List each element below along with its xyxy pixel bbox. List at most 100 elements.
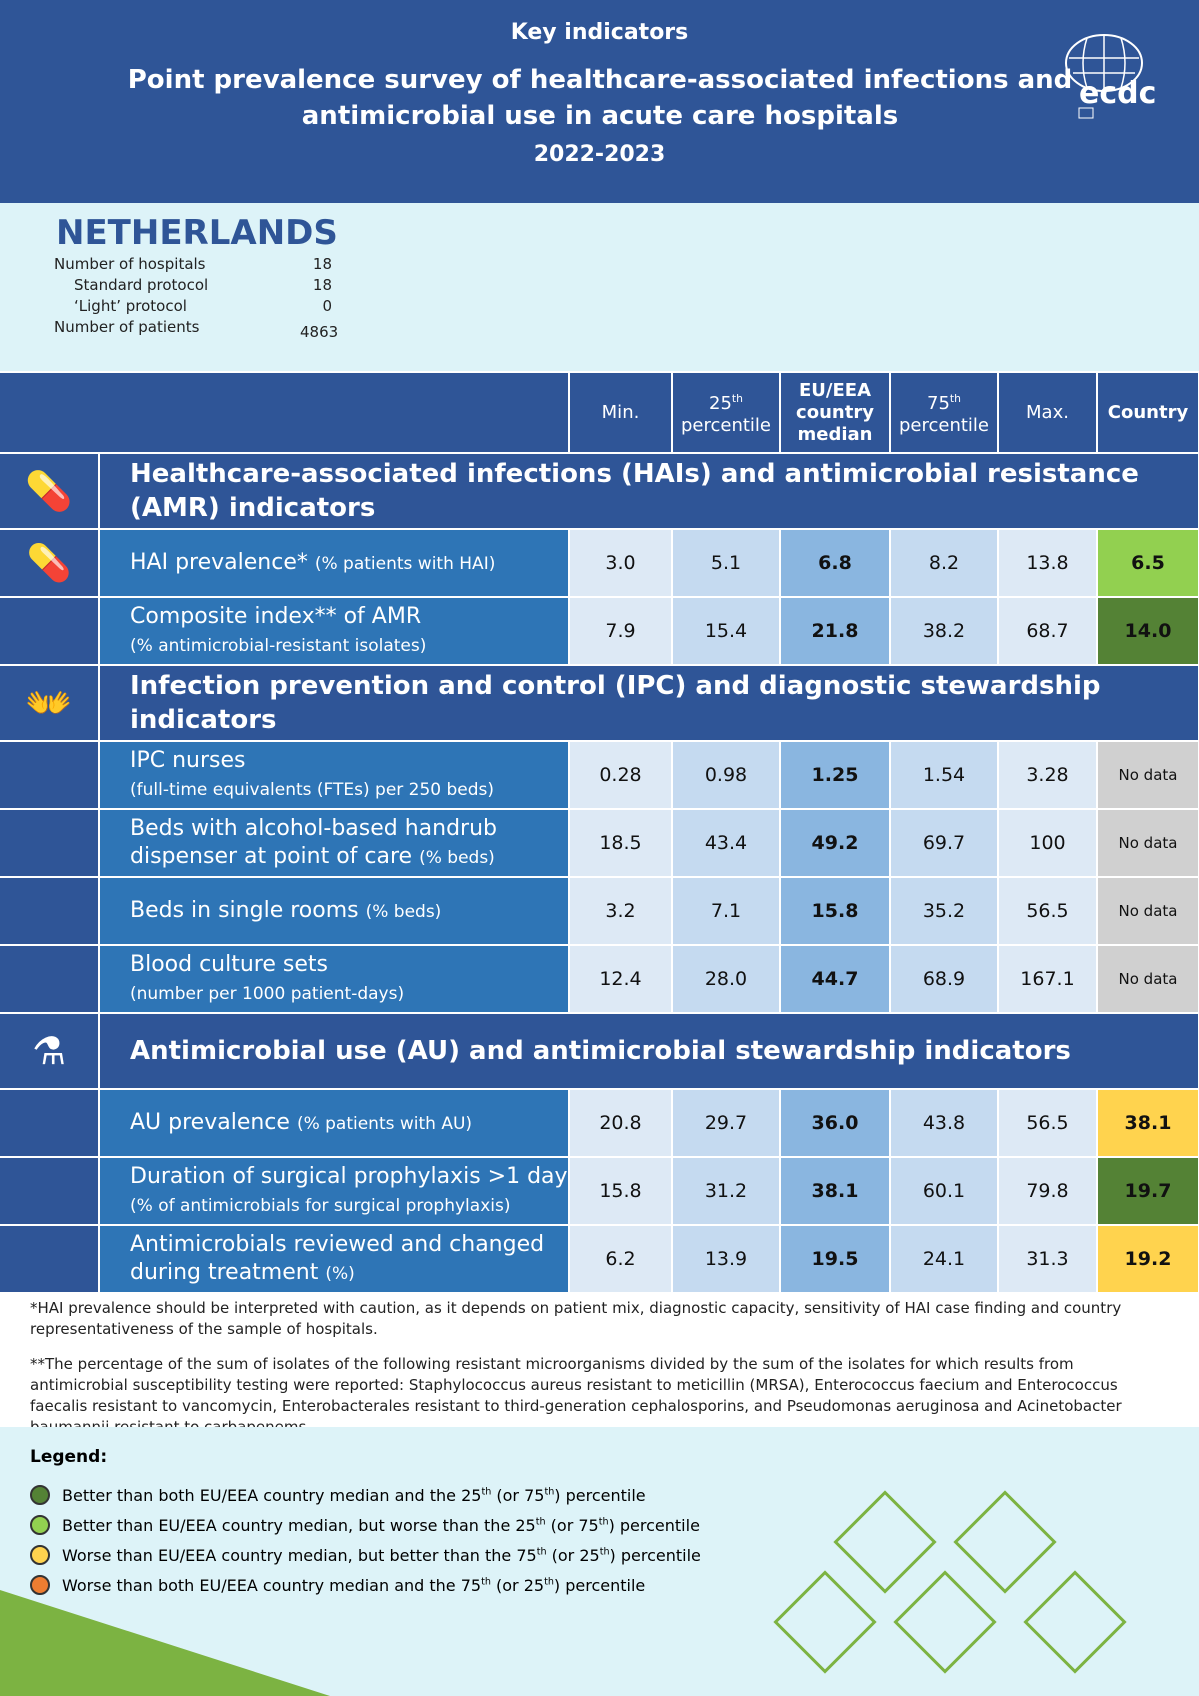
footnote-2: **The percentage of the sum of isolates … xyxy=(30,1355,1122,1436)
legend: Legend: Better than both EU/EEA country … xyxy=(0,1427,1199,1696)
value-cell: 12.4 xyxy=(568,944,673,1014)
pills-icon: ⚗ xyxy=(0,1012,100,1090)
blank-icon-cell xyxy=(0,740,100,810)
value-cell: 0.28 xyxy=(568,740,673,810)
footnote-1: *HAI prevalence should be interpreted wi… xyxy=(30,1299,1122,1338)
table-row: IPC nurses (full-time equivalents (FTEs) … xyxy=(0,740,1199,810)
years: 2022-2023 xyxy=(533,142,666,167)
country-value: No data xyxy=(1096,944,1199,1014)
col-min: Min. xyxy=(568,371,673,454)
blank-icon-cell xyxy=(0,944,100,1014)
medicine-icon: 💊 xyxy=(0,452,100,530)
stat-label: Number of patients xyxy=(54,318,200,336)
legend-dot xyxy=(30,1515,50,1535)
section-header: 👐 Infection prevention and control (IPC) … xyxy=(0,664,1199,742)
table-header: Min. 25th percentile EU/EEA country media… xyxy=(0,371,1199,454)
value-cell: 24.1 xyxy=(889,1224,999,1294)
value-cell: 49.2 xyxy=(779,808,891,878)
blank-icon-cell xyxy=(0,1088,100,1158)
value-cell: 3.28 xyxy=(997,740,1098,810)
country-value: No data xyxy=(1096,740,1199,810)
table-row: 💊 HAI prevalence* (% patients with HAI) 3.… xyxy=(0,528,1199,598)
value-cell: 19.5 xyxy=(779,1224,891,1294)
value-cell: 21.8 xyxy=(779,596,891,666)
indicator-label: Antimicrobials reviewed and changed duri… xyxy=(98,1224,570,1294)
stat-label: ‘Light’ protocol xyxy=(74,297,187,315)
section-title: Infection prevention and control (IPC) a… xyxy=(98,664,1199,742)
value-cell: 68.7 xyxy=(997,596,1098,666)
value-cell: 7.1 xyxy=(671,876,781,946)
stat-value: 18 xyxy=(312,276,332,294)
blank-icon-cell xyxy=(0,808,100,878)
green-corner-decoration xyxy=(0,1590,330,1696)
col-p75: 75th percentile xyxy=(889,371,999,454)
value-cell: 68.9 xyxy=(889,944,999,1014)
table-row: Beds in single rooms (% beds) 3.2 7.1 15.8 3… xyxy=(0,876,1199,946)
legend-dot xyxy=(30,1545,50,1565)
decorative-illustration-icon xyxy=(773,1490,1127,1674)
col-median: EU/EEA country median xyxy=(779,371,891,454)
col-country: Country xyxy=(1096,371,1199,454)
value-cell: 38.2 xyxy=(889,596,999,666)
section-header: 💊 Healthcare-associated infections (HAIs)… xyxy=(0,452,1199,530)
indicator-label: Beds with alcohol-based handrub dispense… xyxy=(98,808,570,878)
value-cell: 43.4 xyxy=(671,808,781,878)
legend-text: Worse than both EU/EEA country median an… xyxy=(62,1575,646,1595)
stat-label: Number of hospitals xyxy=(54,255,206,273)
ecdc-logo: ecdc xyxy=(1065,34,1156,119)
value-cell: 15.8 xyxy=(779,876,891,946)
legend-item: Better than EU/EEA country median, but w… xyxy=(30,1515,700,1535)
legend-text: Worse than EU/EEA country median, but be… xyxy=(62,1545,701,1565)
blank-icon-cell xyxy=(0,1156,100,1226)
legend-dot xyxy=(30,1485,50,1505)
value-cell: 18.5 xyxy=(568,808,673,878)
value-cell: 15.4 xyxy=(671,596,781,666)
country-name: NETHERLANDS xyxy=(56,213,338,253)
handwash-icon: 👐 xyxy=(0,664,100,742)
value-cell: 20.8 xyxy=(568,1088,673,1158)
country-value: 19.7 xyxy=(1096,1156,1199,1226)
value-cell: 100 xyxy=(997,808,1098,878)
value-cell: 0.98 xyxy=(671,740,781,810)
indicator-label: HAI prevalence* (% patients with HAI) xyxy=(98,528,570,598)
value-cell: 79.8 xyxy=(997,1156,1098,1226)
legend-item: Better than both EU/EEA country median a… xyxy=(30,1485,646,1505)
blank-icon-cell xyxy=(0,1224,100,1294)
indicator-label: Composite index** of AMR (% antimicrobial… xyxy=(98,596,570,666)
country-value: No data xyxy=(1096,808,1199,878)
value-cell: 56.5 xyxy=(997,1088,1098,1158)
table-row: Blood culture sets (number per 1000 patie… xyxy=(0,944,1199,1014)
indicator-label: Duration of surgical prophylaxis >1 day(… xyxy=(98,1156,570,1226)
value-cell: 56.5 xyxy=(997,876,1098,946)
blank-icon-cell xyxy=(0,596,100,666)
stat-value: 4863 xyxy=(300,323,339,341)
medicine-icon: 💊 xyxy=(0,528,100,598)
blank-icon-cell xyxy=(0,876,100,946)
indicators-table: Min. 25th percentile EU/EEA country media… xyxy=(0,371,1199,1294)
stat-value: 18 xyxy=(312,255,332,273)
col-p25: 25th percentile xyxy=(671,371,781,454)
value-cell: 31.2 xyxy=(671,1156,781,1226)
legend-item: Worse than EU/EEA country median, but be… xyxy=(30,1545,701,1565)
value-cell: 13.8 xyxy=(997,528,1098,598)
section-title: Healthcare-associated infections (HAIs) … xyxy=(98,452,1199,530)
value-cell: 13.9 xyxy=(671,1224,781,1294)
value-cell: 3.2 xyxy=(568,876,673,946)
value-cell: 28.0 xyxy=(671,944,781,1014)
indicator-label: Beds in single rooms (% beds) xyxy=(98,876,570,946)
page-header: Key indicators Point prevalence survey o… xyxy=(0,0,1199,203)
stat-value: 0 xyxy=(322,297,332,315)
legend-title: Legend: xyxy=(30,1447,108,1467)
value-cell: 35.2 xyxy=(889,876,999,946)
section-header: ⚗ Antimicrobial use (AU) and antimicrobia… xyxy=(0,1012,1199,1090)
table-row: Composite index** of AMR (% antimicrobial… xyxy=(0,596,1199,666)
country-value: 19.2 xyxy=(1096,1224,1199,1294)
country-value: 6.5 xyxy=(1096,528,1199,598)
value-cell: 31.3 xyxy=(997,1224,1098,1294)
country-value: 14.0 xyxy=(1096,596,1199,666)
value-cell: 15.8 xyxy=(568,1156,673,1226)
value-cell: 6.8 xyxy=(779,528,891,598)
section-title: Antimicrobial use (AU) and antimicrobial… xyxy=(98,1012,1199,1090)
table-row: AU prevalence (% patients with AU) 20.8 29… xyxy=(0,1088,1199,1158)
page-title: Point prevalence survey of healthcare-as… xyxy=(127,65,1073,131)
